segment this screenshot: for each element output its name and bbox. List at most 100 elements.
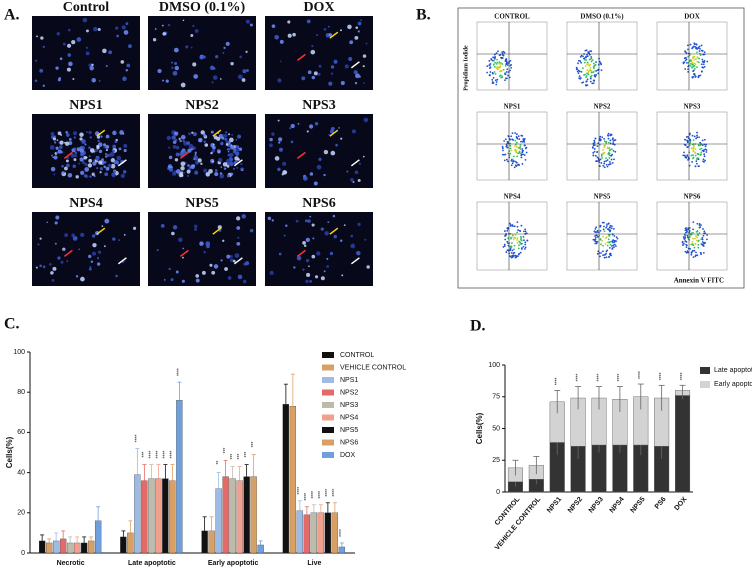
event — [589, 50, 591, 53]
event — [601, 239, 603, 242]
event — [517, 253, 520, 256]
event — [514, 160, 517, 163]
event — [586, 72, 588, 75]
cell — [225, 143, 229, 146]
event — [690, 232, 693, 235]
cell — [231, 133, 234, 136]
cell — [344, 64, 349, 69]
event — [586, 63, 589, 66]
event — [704, 242, 707, 244]
event — [605, 236, 608, 239]
y-axis-title: Propidium Iodide — [463, 45, 469, 91]
cell — [278, 141, 281, 144]
event — [492, 56, 494, 59]
cell — [86, 156, 88, 159]
cell — [193, 155, 199, 161]
cell — [194, 224, 198, 228]
event — [508, 255, 511, 257]
event — [700, 63, 703, 66]
cell — [84, 143, 87, 146]
event — [589, 66, 592, 69]
cell — [241, 169, 243, 172]
event — [515, 149, 518, 152]
event — [492, 63, 495, 66]
cell — [235, 216, 241, 221]
y-tick-label: 100 — [13, 349, 25, 356]
plot-frame — [656, 111, 728, 181]
cell — [182, 19, 185, 22]
event — [488, 73, 491, 76]
event — [697, 243, 700, 246]
event — [692, 45, 695, 48]
event — [509, 152, 512, 155]
legend-label: CONTROL — [340, 352, 374, 359]
event — [599, 62, 602, 65]
event — [604, 253, 607, 256]
cell — [173, 47, 179, 53]
cell — [303, 244, 307, 248]
micrograph — [265, 212, 373, 286]
event — [603, 146, 606, 149]
event — [704, 145, 707, 148]
cell — [173, 131, 179, 136]
event — [691, 66, 693, 69]
plot-frame — [566, 201, 638, 271]
event — [524, 246, 527, 249]
cell — [238, 147, 243, 151]
event — [501, 145, 504, 148]
cell — [330, 150, 336, 156]
event — [612, 228, 615, 230]
cell — [87, 163, 93, 168]
y-tick-label: 100 — [488, 362, 500, 369]
cell — [107, 163, 112, 168]
legend-label: NPS3 — [340, 402, 358, 409]
event — [521, 148, 524, 150]
event — [609, 224, 612, 227]
bar — [141, 480, 148, 554]
cell — [219, 172, 223, 175]
cell — [362, 54, 367, 58]
event — [614, 245, 617, 247]
cell — [283, 234, 286, 237]
event — [600, 69, 603, 72]
cell — [188, 132, 191, 136]
event — [582, 55, 584, 58]
event — [599, 255, 601, 258]
event — [519, 235, 522, 238]
cell — [219, 78, 222, 80]
event — [683, 151, 685, 154]
event — [609, 243, 612, 246]
cell — [271, 24, 276, 28]
bar — [208, 530, 215, 554]
cell — [316, 164, 322, 170]
cell — [230, 145, 235, 150]
cell — [362, 65, 365, 68]
event — [520, 134, 523, 137]
cell — [123, 143, 128, 148]
bar — [215, 488, 222, 554]
event — [692, 244, 695, 247]
cell — [205, 241, 211, 247]
significance: **** — [555, 377, 561, 385]
cell — [92, 234, 96, 238]
cell — [225, 131, 228, 134]
event — [517, 135, 520, 138]
event — [595, 234, 598, 237]
event — [524, 241, 527, 244]
cell — [328, 33, 333, 37]
plot-frame — [476, 111, 548, 181]
bar — [38, 540, 46, 554]
event — [694, 237, 696, 240]
cell — [203, 250, 206, 254]
event — [608, 157, 611, 159]
event — [692, 231, 694, 234]
event — [586, 55, 589, 58]
event — [692, 55, 695, 58]
cell — [122, 170, 127, 174]
event — [516, 237, 519, 239]
cell — [306, 130, 309, 133]
cell — [118, 147, 122, 151]
event — [703, 59, 706, 62]
plot-title: NPS2 — [594, 103, 611, 111]
cell — [68, 141, 73, 145]
